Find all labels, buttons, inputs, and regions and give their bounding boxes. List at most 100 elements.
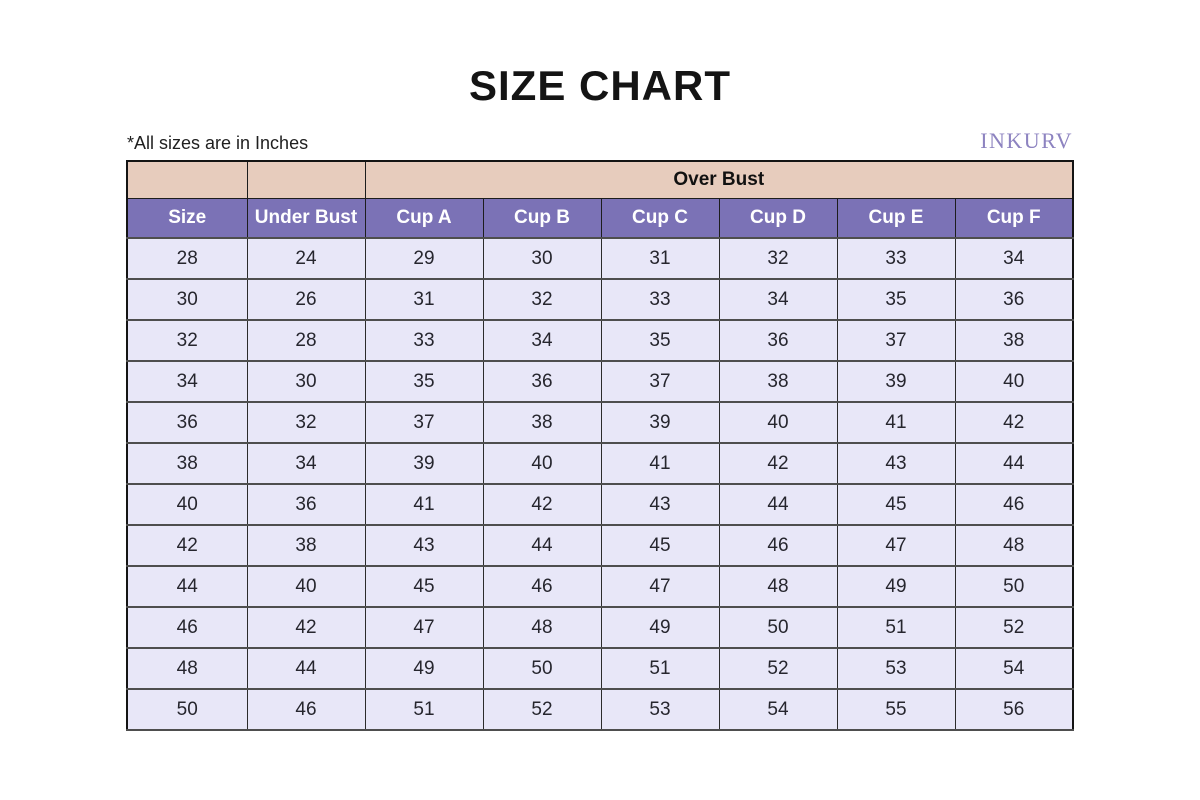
units-note: *All sizes are in Inches [127, 133, 309, 153]
cell-size: 36 [126, 401, 248, 444]
column-header-size: Size [126, 197, 248, 239]
cell-cup-f: 38 [954, 319, 1074, 362]
cell-cup-e: 47 [836, 524, 956, 567]
cell-cup-f: 50 [954, 565, 1074, 608]
cell-cup-c: 37 [600, 360, 720, 403]
cell-under-bust: 32 [246, 401, 366, 444]
cell-under-bust: 28 [246, 319, 366, 362]
cell-size: 40 [126, 483, 248, 526]
cell-cup-b: 44 [482, 524, 602, 567]
cell-under-bust: 24 [246, 237, 366, 280]
cell-under-bust: 46 [246, 688, 366, 731]
column-header-under-bust: Under Bust [246, 197, 366, 239]
cell-cup-e: 35 [836, 278, 956, 321]
cell-under-bust: 30 [246, 360, 366, 403]
cell-cup-a: 49 [364, 647, 484, 690]
cell-cup-e: 53 [836, 647, 956, 690]
cell-cup-b: 52 [482, 688, 602, 731]
cell-cup-a: 35 [364, 360, 484, 403]
column-header-cup-e: Cup E [836, 197, 956, 239]
table-row: 42 38 43 44 45 46 47 48 [126, 524, 1074, 567]
cell-size: 30 [126, 278, 248, 321]
cell-size: 44 [126, 565, 248, 608]
cell-cup-f: 54 [954, 647, 1074, 690]
cell-cup-c: 53 [600, 688, 720, 731]
cell-under-bust: 42 [246, 606, 366, 649]
cell-size: 46 [126, 606, 248, 649]
cell-cup-d: 52 [718, 647, 838, 690]
table-row: 50 46 51 52 53 54 55 56 [126, 688, 1074, 731]
column-header-cup-d: Cup D [718, 197, 838, 239]
cell-cup-c: 39 [600, 401, 720, 444]
cell-cup-c: 31 [600, 237, 720, 280]
cell-cup-d: 54 [718, 688, 838, 731]
cell-cup-d: 34 [718, 278, 838, 321]
cell-cup-b: 48 [482, 606, 602, 649]
cell-cup-a: 47 [364, 606, 484, 649]
cell-under-bust: 40 [246, 565, 366, 608]
cell-cup-e: 49 [836, 565, 956, 608]
cell-size: 38 [126, 442, 248, 485]
cell-cup-c: 41 [600, 442, 720, 485]
cell-cup-f: 44 [954, 442, 1074, 485]
meta-row: *All sizes are in Inches INKURV [127, 128, 1073, 154]
cell-under-bust: 34 [246, 442, 366, 485]
cell-cup-e: 43 [836, 442, 956, 485]
cell-cup-a: 37 [364, 401, 484, 444]
table-row: 32 28 33 34 35 36 37 38 [126, 319, 1074, 362]
table-row: 36 32 37 38 39 40 41 42 [126, 401, 1074, 444]
cell-cup-d: 42 [718, 442, 838, 485]
empty-header-cell [126, 160, 248, 199]
cell-cup-a: 29 [364, 237, 484, 280]
table-row: 46 42 47 48 49 50 51 52 [126, 606, 1074, 649]
cell-under-bust: 26 [246, 278, 366, 321]
cell-cup-f: 34 [954, 237, 1074, 280]
cell-size: 50 [126, 688, 248, 731]
table-row: 48 44 49 50 51 52 53 54 [126, 647, 1074, 690]
cell-cup-e: 39 [836, 360, 956, 403]
table-row: 40 36 41 42 43 44 45 46 [126, 483, 1074, 526]
cell-cup-d: 46 [718, 524, 838, 567]
table-row: 34 30 35 36 37 38 39 40 [126, 360, 1074, 403]
cell-under-bust: 38 [246, 524, 366, 567]
cell-cup-a: 31 [364, 278, 484, 321]
cell-cup-d: 50 [718, 606, 838, 649]
cell-cup-e: 41 [836, 401, 956, 444]
cell-cup-a: 51 [364, 688, 484, 731]
column-header-cup-f: Cup F [954, 197, 1074, 239]
cell-cup-f: 36 [954, 278, 1074, 321]
cell-cup-e: 51 [836, 606, 956, 649]
cell-cup-a: 39 [364, 442, 484, 485]
cell-cup-f: 40 [954, 360, 1074, 403]
cell-cup-b: 32 [482, 278, 602, 321]
cell-cup-b: 40 [482, 442, 602, 485]
cell-cup-d: 48 [718, 565, 838, 608]
column-header-cup-c: Cup C [600, 197, 720, 239]
cell-cup-b: 50 [482, 647, 602, 690]
group-header-row: Over Bust [126, 160, 1074, 199]
cell-size: 48 [126, 647, 248, 690]
cell-size: 34 [126, 360, 248, 403]
cell-cup-b: 34 [482, 319, 602, 362]
table-row: 38 34 39 40 41 42 43 44 [126, 442, 1074, 485]
table-row: 44 40 45 46 47 48 49 50 [126, 565, 1074, 608]
cell-cup-f: 42 [954, 401, 1074, 444]
cell-cup-d: 38 [718, 360, 838, 403]
cell-cup-b: 36 [482, 360, 602, 403]
cell-cup-f: 48 [954, 524, 1074, 567]
brand-logo: INKURV [980, 128, 1073, 153]
cell-cup-b: 30 [482, 237, 602, 280]
cell-cup-a: 43 [364, 524, 484, 567]
cell-cup-c: 49 [600, 606, 720, 649]
size-chart-body: 28 24 29 30 31 32 33 34 30 26 31 32 33 34 35 36 32 28 33 34… [126, 237, 1074, 731]
cell-cup-e: 33 [836, 237, 956, 280]
cell-cup-e: 37 [836, 319, 956, 362]
table-row: 28 24 29 30 31 32 33 34 [126, 237, 1074, 280]
cell-cup-c: 51 [600, 647, 720, 690]
cell-cup-d: 44 [718, 483, 838, 526]
cell-size: 42 [126, 524, 248, 567]
cell-cup-f: 46 [954, 483, 1074, 526]
column-header-cup-a: Cup A [364, 197, 484, 239]
